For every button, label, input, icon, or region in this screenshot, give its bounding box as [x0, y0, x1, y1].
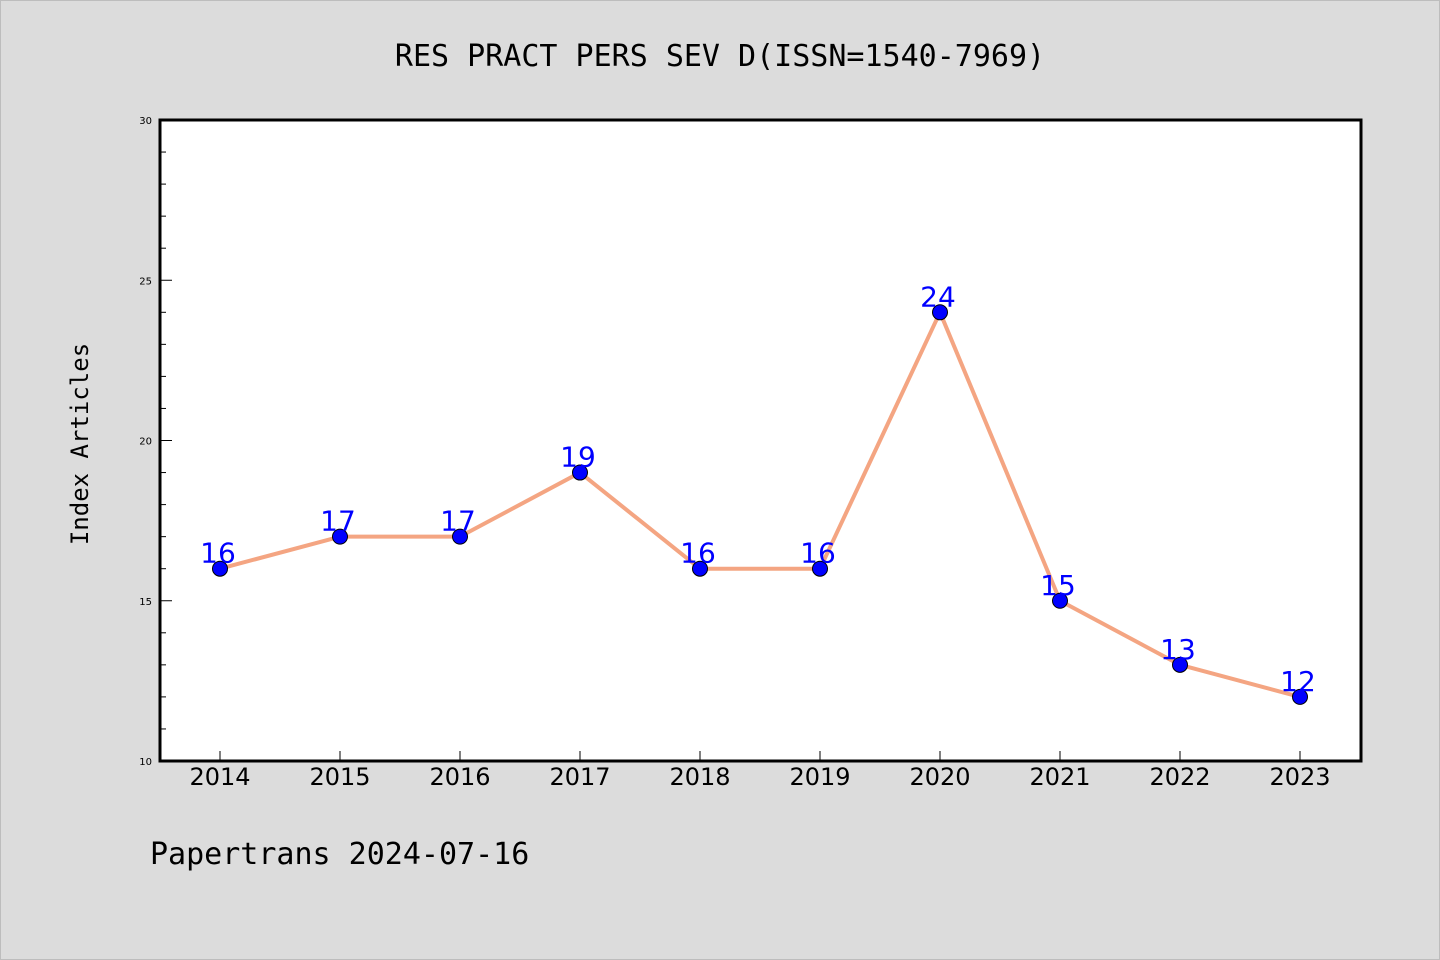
- data-point: [812, 560, 828, 577]
- data-label: 17: [440, 505, 476, 538]
- data-markers: [212, 304, 1308, 705]
- data-point: [1052, 592, 1068, 609]
- data-label: 16: [200, 537, 236, 570]
- data-point: [1172, 656, 1188, 673]
- data-label: 16: [800, 537, 836, 570]
- series-line: [219, 310, 1301, 699]
- data-label: 17: [320, 505, 356, 538]
- x-tick-label: 2022: [1149, 763, 1210, 791]
- data-label: 24: [920, 280, 956, 313]
- x-axis-ticks: 2014 2015 2016 2017 2018 2019 2020 2021 2022 2023: [189, 751, 1331, 791]
- x-tick-label: 2019: [789, 763, 850, 791]
- y-tick-label: 25: [139, 276, 152, 287]
- x-tick-label: 2015: [309, 763, 370, 791]
- plot-border: [158, 118, 1363, 763]
- x-tick-label: 2020: [909, 763, 970, 791]
- x-tick-label: 2018: [669, 763, 730, 791]
- data-label: 13: [1160, 633, 1196, 666]
- data-label: 12: [1280, 665, 1316, 698]
- x-tick-label: 2016: [429, 763, 490, 791]
- data-label: 15: [1040, 569, 1076, 602]
- data-point: [692, 560, 708, 577]
- data-point: [1292, 688, 1308, 705]
- x-tick-label: 2014: [189, 763, 250, 791]
- data-point: [452, 528, 468, 545]
- y-tick-label: 15: [139, 597, 152, 608]
- data-point: [212, 560, 228, 577]
- y-tick-label: 30: [139, 116, 152, 127]
- data-labels: 16 17 17 19 16 16 24 15 13 12: [200, 280, 1316, 698]
- x-tick-label: 2017: [549, 763, 610, 791]
- chart-title: RES PRACT PERS SEV D(ISSN=1540-7969): [395, 39, 1045, 74]
- y-axis-label: Index Articles: [66, 343, 94, 545]
- data-label: 16: [680, 537, 716, 570]
- y-tick-label: 10: [139, 757, 152, 768]
- x-tick-label: 2023: [1269, 763, 1330, 791]
- data-point: [332, 528, 348, 545]
- y-tick-label: 20: [139, 437, 152, 448]
- data-point: [572, 464, 588, 481]
- data-label: 19: [560, 441, 596, 474]
- x-tick-label: 2021: [1029, 763, 1090, 791]
- footer-text: Papertrans 2024-07-16: [150, 837, 529, 872]
- data-point: [932, 304, 948, 321]
